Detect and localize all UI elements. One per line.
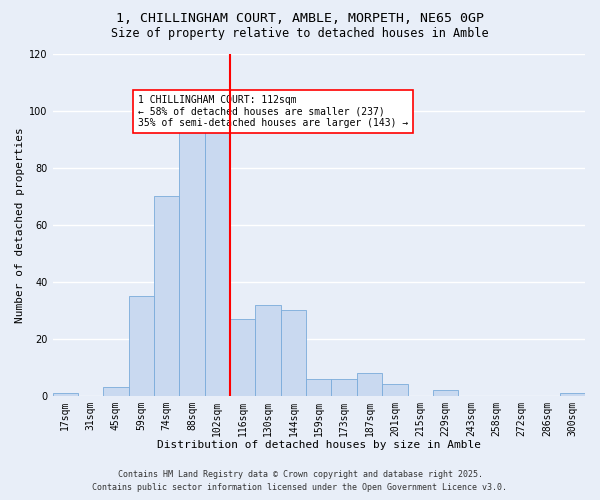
Bar: [230, 319, 256, 396]
X-axis label: Distribution of detached houses by size in Amble: Distribution of detached houses by size …: [157, 440, 481, 450]
Bar: [179, 122, 205, 396]
Text: 1 CHILLINGHAM COURT: 112sqm
← 58% of detached houses are smaller (237)
35% of se: 1 CHILLINGHAM COURT: 112sqm ← 58% of det…: [138, 95, 408, 128]
Bar: [331, 378, 357, 396]
Bar: [154, 196, 179, 396]
Text: Contains HM Land Registry data © Crown copyright and database right 2025.
Contai: Contains HM Land Registry data © Crown c…: [92, 470, 508, 492]
Bar: [382, 384, 407, 396]
Y-axis label: Number of detached properties: Number of detached properties: [15, 127, 25, 322]
Bar: [281, 310, 306, 396]
Bar: [205, 125, 230, 396]
Bar: [128, 296, 154, 396]
Bar: [433, 390, 458, 396]
Text: 1, CHILLINGHAM COURT, AMBLE, MORPETH, NE65 0GP: 1, CHILLINGHAM COURT, AMBLE, MORPETH, NE…: [116, 12, 484, 26]
Text: Size of property relative to detached houses in Amble: Size of property relative to detached ho…: [111, 28, 489, 40]
Bar: [103, 387, 128, 396]
Bar: [357, 373, 382, 396]
Bar: [53, 393, 78, 396]
Bar: [560, 393, 585, 396]
Bar: [306, 378, 331, 396]
Bar: [256, 304, 281, 396]
